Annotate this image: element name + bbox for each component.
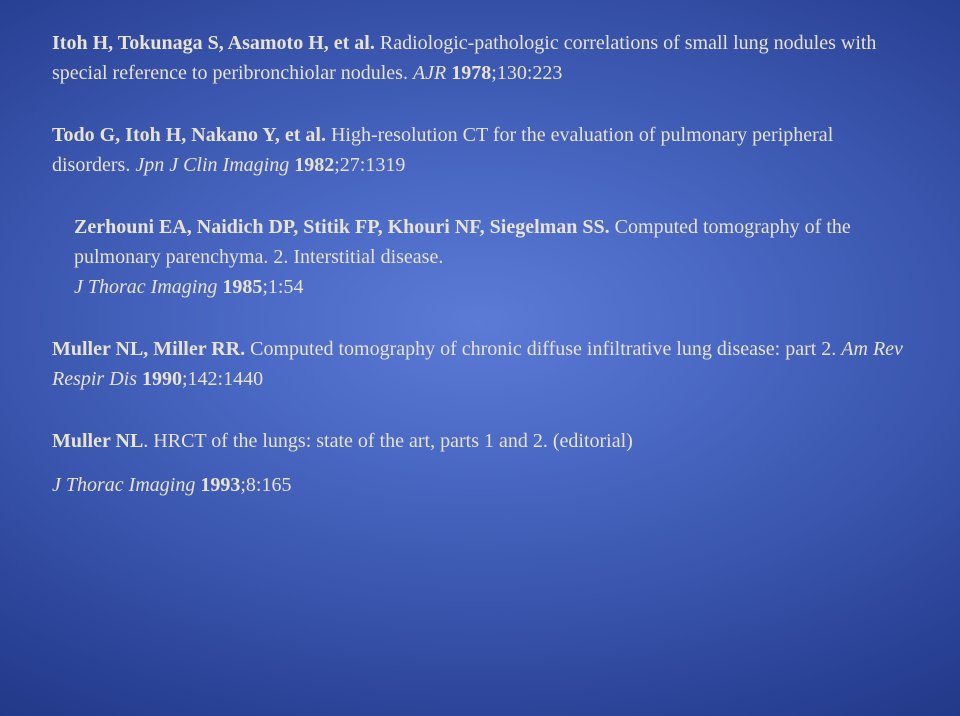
ref4-title: Computed tomography of chronic diffuse i…	[245, 338, 841, 360]
ref4-authors: Muller NL, Miller RR.	[52, 338, 245, 360]
ref1-tail: ;130:223	[491, 62, 562, 84]
reference-1: Itoh H, Tokunaga S, Asamoto H, et al. Ra…	[52, 28, 908, 88]
ref5-tail: ;8:165	[240, 474, 291, 496]
ref3-year: 1985	[222, 276, 262, 298]
ref2-journal: Jpn J Clin Imaging	[135, 154, 294, 176]
reference-2: Todo G, Itoh H, Nakano Y, et al. High-re…	[52, 120, 908, 180]
ref1-journal: AJR	[413, 62, 446, 84]
ref4-tail: ;142:1440	[182, 368, 263, 390]
ref5-journal: J Thorac Imaging	[52, 474, 200, 496]
ref5-title: . HRCT of the lungs: state of the art, p…	[143, 430, 633, 452]
ref2-tail: ;27:1319	[334, 154, 405, 176]
ref2-year: 1982	[294, 154, 334, 176]
reference-3: Zerhouni EA, Naidich DP, Stitik FP, Khou…	[74, 212, 908, 302]
ref3-authors: Zerhouni EA, Naidich DP, Stitik FP, Khou…	[74, 216, 610, 238]
ref2-authors: Todo G, Itoh H, Nakano Y, et al.	[52, 124, 326, 146]
ref5-authors: Muller NL	[52, 430, 143, 452]
reference-4: Muller NL, Miller RR. Computed tomograph…	[52, 334, 908, 394]
reference-5-citation: J Thorac Imaging 1993;8:165	[52, 474, 908, 497]
ref5-year: 1993	[200, 474, 240, 496]
ref3-tail: ;1:54	[262, 276, 303, 298]
ref1-authors: Itoh H, Tokunaga S, Asamoto H, et al.	[52, 32, 375, 54]
ref4-year: 1990	[142, 368, 182, 390]
ref1-year: 1978	[446, 62, 491, 84]
reference-5: Muller NL. HRCT of the lungs: state of t…	[52, 426, 908, 456]
ref3-journal: J Thorac Imaging	[74, 276, 222, 298]
